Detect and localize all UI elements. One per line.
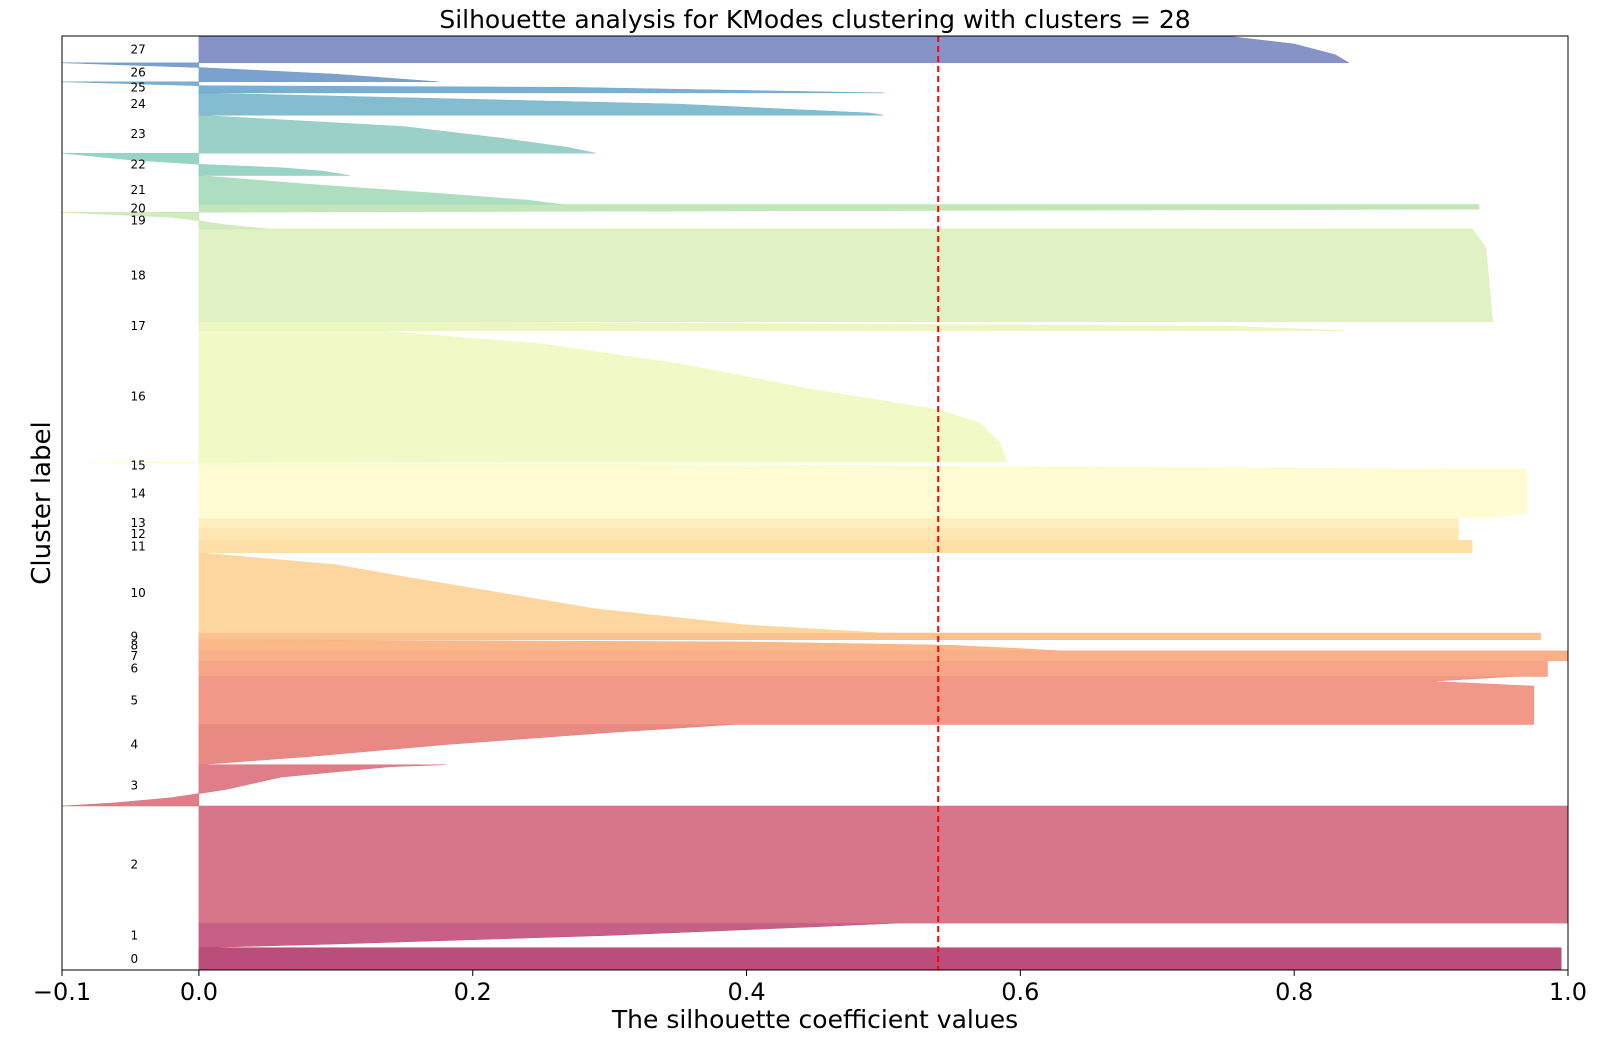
cluster-5-silhouette — [198, 676, 1535, 725]
cluster-label-14: 14 — [130, 487, 145, 501]
cluster-labels: 0123456789101112131415161718192021222324… — [130, 42, 145, 965]
cluster-20-silhouette — [157, 204, 1480, 213]
cluster-label-4: 4 — [130, 738, 138, 752]
cluster-label-19: 19 — [130, 214, 145, 228]
x-tick-label: 0.2 — [454, 978, 492, 1006]
cluster-label-10: 10 — [130, 586, 145, 600]
cluster-label-26: 26 — [130, 65, 145, 79]
cluster-label-3: 3 — [130, 778, 138, 792]
y-axis-label: Cluster label — [27, 421, 57, 584]
cluster-7-silhouette — [198, 650, 1569, 662]
cluster-3-silhouette — [61, 764, 446, 807]
cluster-label-24: 24 — [130, 97, 145, 111]
cluster-21-silhouette — [198, 175, 562, 205]
cluster-11-silhouette — [198, 540, 1473, 553]
chart-title: Silhouette analysis for KModes clusterin… — [439, 5, 1190, 34]
cluster-27-silhouette — [198, 35, 1350, 64]
cluster-15-silhouette — [89, 462, 1445, 470]
cluster-label-11: 11 — [130, 540, 145, 554]
cluster-24-silhouette — [198, 92, 884, 116]
cluster-label-6: 6 — [130, 662, 138, 676]
cluster-label-13: 13 — [130, 516, 145, 530]
plot-frame — [61, 35, 1569, 971]
cluster-22-silhouette — [61, 152, 350, 176]
cluster-label-17: 17 — [130, 319, 145, 333]
cluster-6-silhouette — [198, 660, 1548, 677]
cluster-label-22: 22 — [130, 157, 145, 171]
cluster-13-silhouette — [198, 517, 1459, 529]
cluster-0-silhouette — [198, 947, 1562, 971]
cluster-silhouettes — [61, 35, 1569, 971]
x-tick-label: 0.8 — [1275, 978, 1313, 1006]
cluster-2-silhouette — [198, 805, 1569, 924]
cluster-18-silhouette — [198, 228, 1493, 322]
cluster-label-23: 23 — [130, 127, 145, 141]
x-tick-label: 0.0 — [180, 978, 218, 1006]
cluster-label-27: 27 — [130, 42, 145, 56]
x-tick-label: −0.1 — [33, 978, 91, 1006]
cluster-label-8: 8 — [130, 638, 138, 652]
cluster-label-0: 0 — [130, 952, 138, 966]
cluster-label-5: 5 — [130, 694, 138, 708]
cluster-label-18: 18 — [130, 268, 145, 282]
cluster-23-silhouette — [198, 114, 596, 154]
cluster-label-12: 12 — [130, 527, 145, 541]
x-axis-ticks: −0.1 0.0 0.2 0.4 0.6 0.8 1.0 — [33, 970, 1587, 1006]
cluster-8-silhouette — [198, 639, 1062, 652]
cluster-label-15: 15 — [130, 459, 145, 473]
cluster-label-7: 7 — [130, 649, 138, 663]
cluster-label-25: 25 — [130, 80, 145, 94]
cluster-label-2: 2 — [130, 858, 138, 872]
x-axis-label: The silhouette coefficient values — [611, 1005, 1018, 1034]
cluster-10-silhouette — [198, 552, 884, 634]
x-tick-label: 0.4 — [727, 978, 765, 1006]
cluster-19-silhouette — [61, 212, 268, 230]
cluster-label-20: 20 — [130, 201, 145, 215]
cluster-label-1: 1 — [130, 928, 138, 942]
cluster-label-21: 21 — [130, 183, 145, 197]
cluster-14-silhouette — [198, 468, 1528, 519]
cluster-9-silhouette — [198, 632, 1541, 640]
x-tick-label: 0.6 — [1001, 978, 1039, 1006]
x-tick-label: 1.0 — [1549, 978, 1587, 1006]
cluster-12-silhouette — [198, 527, 1459, 541]
cluster-label-16: 16 — [130, 389, 145, 403]
cluster-label-9: 9 — [130, 629, 138, 643]
